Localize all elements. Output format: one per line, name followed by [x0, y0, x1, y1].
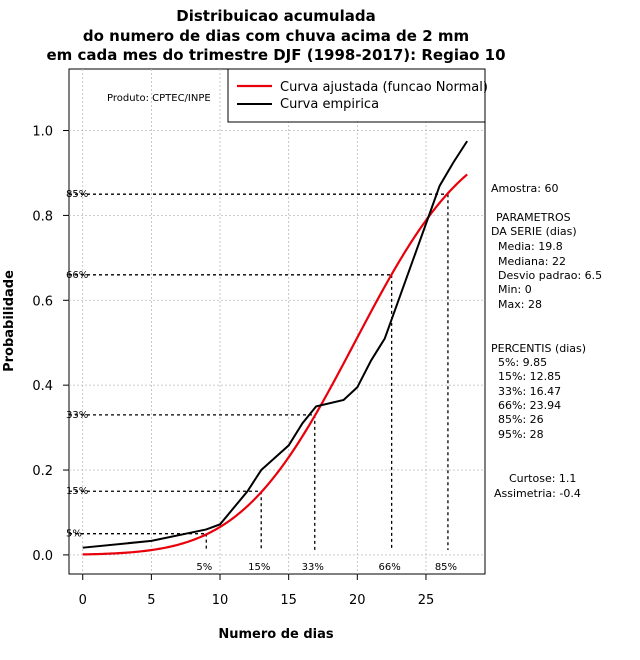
percentile-label-left: 85% — [66, 189, 88, 200]
empirical-curve — [82, 140, 468, 549]
y-tick-label: 0.8 — [32, 209, 53, 224]
percentile-label-bottom: 33% — [302, 562, 324, 573]
curve-layer — [82, 140, 468, 556]
grid-layer — [69, 69, 485, 574]
param-media: Media: 19.8 — [498, 240, 563, 253]
x-tick-label: 5 — [147, 593, 155, 608]
x-axis: 0 5 10 15 20 25 — [79, 574, 435, 608]
x-tick-label: 20 — [349, 593, 366, 608]
percentil-5: 5%: 9.85 — [498, 356, 547, 369]
percentil-33: 33%: 16.47 — [498, 385, 561, 398]
curtose: Curtose: 1.1 — [509, 472, 576, 485]
y-tick-label: 1.0 — [32, 125, 53, 140]
y-axis-label: Probabilidade — [2, 270, 17, 372]
y-tick-label: 0.0 — [32, 549, 53, 564]
chart-title-line-1: Distribuicao acumulada — [176, 7, 375, 25]
percentile-label-bottom: 85% — [435, 562, 457, 573]
params-heading-1: PARAMETROS — [496, 211, 571, 224]
percentil-15: 15%: 12.85 — [498, 370, 561, 383]
x-tick-label: 15 — [280, 593, 297, 608]
param-desvio: Desvio padrao: 6.5 — [498, 269, 602, 282]
sample-size: Amostra: 60 — [491, 182, 558, 195]
params-heading-2: DA SERIE (dias) — [491, 225, 577, 238]
percentile-label-left: 5% — [66, 529, 82, 540]
legend-box — [227, 68, 486, 123]
percentil-85: 85%: 26 — [498, 413, 544, 426]
y-tick-label: 0.4 — [32, 379, 53, 394]
stats-panel: Amostra: 60 PARAMETROS DA SERIE (dias) M… — [491, 182, 602, 500]
percentil-95: 95%: 28 — [498, 428, 544, 441]
legend-label-empirical: Curva empirica — [280, 97, 379, 112]
x-axis-label: Numero de dias — [218, 627, 334, 642]
percentile-label-bottom: 66% — [379, 562, 401, 573]
x-tick-label: 0 — [79, 593, 87, 608]
assimetria: Assimetria: -0.4 — [494, 487, 581, 500]
legend-label-fitted: Curva ajustada (funcao Normal) — [280, 80, 488, 95]
percentil-66: 66%: 23.94 — [498, 399, 561, 412]
percentis-heading: PERCENTIS (dias) — [491, 342, 586, 355]
percentile-label-left: 33% — [66, 410, 88, 421]
percentile-marker-layer: 5% 5% 15% 15% 33% 33% 66% 66% 85% 85% — [66, 189, 457, 573]
chart-title-line-2: do numero de dias com chuva acima de 2 m… — [83, 27, 469, 45]
legend: Curva ajustada (funcao Normal) Curva emp… — [227, 68, 488, 123]
percentile-label-left: 15% — [66, 486, 88, 497]
x-tick-label: 25 — [418, 593, 435, 608]
x-tick-label: 10 — [212, 593, 229, 608]
y-tick-label: 0.2 — [32, 464, 53, 479]
percentile-label-bottom: 15% — [248, 562, 270, 573]
param-max: Max: 28 — [498, 298, 542, 311]
param-min: Min: 0 — [498, 283, 532, 296]
y-axis: 0.0 0.2 0.4 0.6 0.8 1.0 — [32, 125, 69, 564]
percentile-label-left: 66% — [66, 270, 88, 281]
plot-frame — [68, 68, 486, 575]
chart-title-line-3: em cada mes do trimestre DJF (1998-2017)… — [46, 46, 505, 64]
percentile-label-bottom: 5% — [196, 562, 212, 573]
y-tick-label: 0.6 — [32, 294, 53, 309]
param-mediana: Mediana: 22 — [498, 255, 566, 268]
product-label: Produto: CPTEC/INPE — [107, 93, 211, 104]
fitted-normal-curve — [82, 173, 468, 556]
